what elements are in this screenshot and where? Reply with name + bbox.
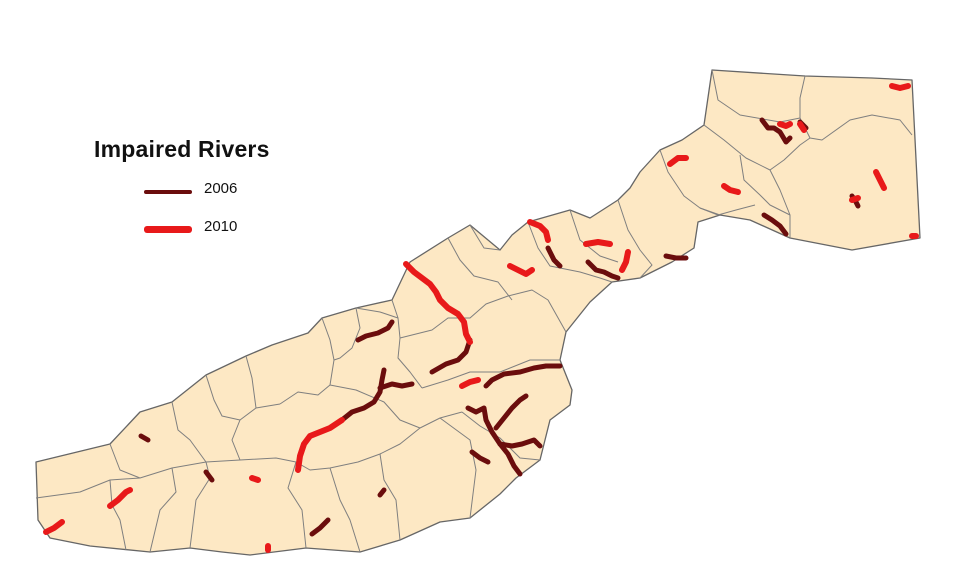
river-2006 [497, 437, 543, 449]
river-2010 [777, 121, 793, 129]
river-2010 [43, 519, 65, 535]
river-2010 [797, 121, 807, 133]
river-2010 [249, 475, 261, 483]
river-2006 [493, 393, 529, 431]
river-2010 [459, 377, 481, 389]
river-2010 [403, 261, 473, 345]
river-2006 [355, 319, 395, 343]
rivers-2006 [138, 117, 861, 537]
river-2006 [469, 449, 491, 465]
river-2010 [527, 219, 551, 243]
river-2006 [377, 487, 387, 498]
river-2010 [889, 83, 911, 91]
river-2010 [849, 195, 861, 203]
river-2006 [465, 405, 523, 477]
river-2010 [295, 417, 345, 473]
river-2010 [721, 183, 741, 195]
river-2006 [429, 337, 473, 375]
river-2010 [667, 155, 689, 167]
river-2010 [873, 169, 887, 191]
river-2010 [619, 249, 631, 273]
rivers-2010 [43, 83, 919, 553]
legend-item-2006: 2006 [94, 180, 270, 221]
river-2006 [339, 367, 387, 423]
legend-item-2010: 2010 [94, 218, 270, 259]
legend-label-2006: 2006 [204, 180, 238, 197]
legend-swatch-2006 [144, 190, 192, 194]
river-2010 [107, 487, 133, 509]
river-2006 [761, 212, 789, 237]
river-2006 [663, 253, 689, 261]
legend-title: Impaired Rivers [94, 136, 270, 162]
legend-swatch-2010 [144, 226, 192, 233]
river-2010 [583, 239, 613, 247]
legend: Impaired Rivers 2006 2010 [94, 136, 270, 259]
river-2006 [138, 433, 151, 443]
river-2006 [309, 517, 331, 537]
river-2006 [759, 117, 793, 145]
river-2006 [585, 259, 621, 281]
river-2006 [377, 381, 415, 391]
river-2010 [507, 263, 535, 277]
legend-label-2010: 2010 [204, 218, 238, 235]
river-2006 [203, 469, 215, 483]
river-2006 [483, 363, 563, 389]
river-2006 [545, 245, 563, 269]
